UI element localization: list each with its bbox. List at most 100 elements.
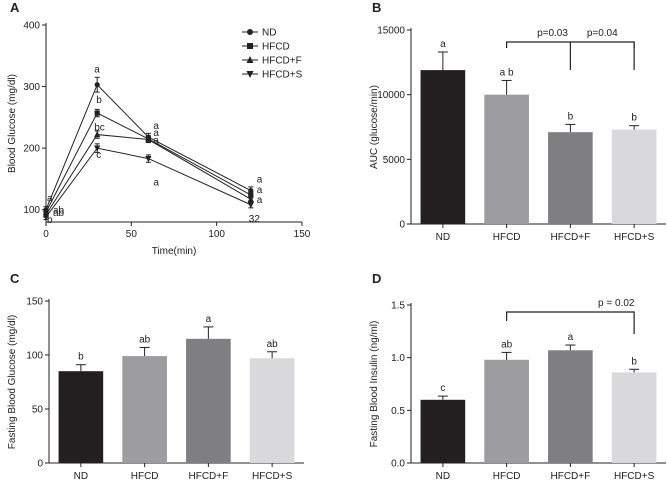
y-tick-label: 150: [26, 297, 43, 308]
y-tick-label: 400: [23, 21, 40, 32]
significance-letter: 32: [249, 214, 261, 225]
x-tick-label: HFCD: [131, 471, 159, 482]
legend-label: ND: [262, 28, 276, 39]
x-tick-label: HFCD+F: [189, 471, 229, 482]
y-tick-label: 15000: [377, 26, 405, 37]
x-tick-label: HFCD: [493, 471, 521, 482]
y-tick-label: 5000: [383, 155, 406, 166]
significance-letter: a: [153, 136, 159, 147]
series-line: [45, 147, 252, 218]
series-line: [45, 83, 252, 210]
significance-letter: b: [96, 95, 102, 106]
significance-letter: b: [631, 113, 637, 124]
comparison-p-value: p=0.04: [587, 28, 618, 39]
significance-letter: a: [153, 128, 159, 139]
x-tick-label: ND: [436, 232, 450, 243]
data-point-marker: [42, 214, 50, 221]
panel-letter-c: C: [10, 271, 20, 286]
legend-marker: [246, 71, 254, 78]
significance-letter: ab: [53, 206, 65, 217]
y-axis-label: Blood Glucose (mg/dl): [7, 74, 18, 173]
significance-letter: ab: [501, 339, 513, 350]
x-tick-label: ND: [74, 471, 88, 482]
legend-marker: [247, 43, 253, 49]
significance-letter: b: [568, 111, 574, 122]
y-axis-label: AUC (glucose/min): [369, 85, 380, 169]
comparison-p-value: p = 0.02: [598, 298, 635, 309]
bar-nd: [420, 70, 466, 225]
significance-letter: a: [206, 314, 212, 325]
data-point-marker: [247, 195, 254, 202]
x-tick-label: HFCD+S: [252, 471, 293, 482]
y-tick-label: 200: [23, 144, 40, 155]
bar-nd: [58, 371, 104, 463]
y-tick-label: 50: [32, 405, 44, 416]
significance-letter: b: [78, 352, 84, 363]
x-tick-label: 150: [294, 229, 311, 240]
series-line: [45, 112, 252, 213]
legend-label: HFCD+F: [262, 56, 302, 67]
comparison-p-value: p=0.03: [537, 28, 568, 39]
bar-hfcd: [122, 356, 167, 463]
y-tick-label: 100: [23, 205, 40, 216]
significance-letter: a: [257, 175, 263, 186]
panel-a-line-chart: A 100 200 300 400 Blood Glucose (mg/dl) 0 50 100…: [7, 0, 311, 257]
bar-hfcd-plus-s: [249, 358, 295, 463]
significance-letter: a: [568, 332, 574, 343]
panel-b-bar-chart: B 0 5000 10000 15000 AUC (glucose/min) ND a HFCD…: [369, 0, 666, 243]
significance-letter: a: [47, 194, 53, 205]
bar-hfcd-plus-f: [548, 132, 593, 224]
significance-letter: ab: [53, 208, 65, 219]
bar-hfcd: [484, 359, 529, 463]
data-point-marker: [145, 155, 152, 163]
significance-letter: ab: [267, 339, 279, 350]
significance-letter: a: [153, 121, 159, 132]
panel-letter-d: D: [372, 271, 381, 286]
y-tick-label: 100: [26, 351, 43, 362]
legend: ND HFCD HFCD+F HFCD+S: [242, 28, 303, 81]
legend-marker: [246, 56, 254, 63]
y-tick-label: 0.5: [391, 406, 405, 417]
y-tick-label: 300: [23, 82, 40, 93]
data-point-marker: [94, 82, 100, 88]
y-axis-label: Fasting Blood Glucose (mg/dl): [7, 315, 18, 450]
y-tick-label: 0.0: [391, 459, 405, 470]
x-axis-label: Time(min): [152, 246, 197, 257]
legend-label: HFCD: [262, 42, 290, 53]
panel-letter-a: A: [10, 0, 20, 15]
significance-letter: a: [94, 65, 100, 76]
legend-label: HFCD+S: [262, 70, 303, 81]
data-point-marker: [247, 202, 254, 209]
x-tick-label: ND: [436, 471, 450, 482]
y-axis-label: Fasting Blood Insulin (ng/ml): [369, 321, 380, 448]
bar-hfcd-plus-s: [611, 129, 657, 224]
y-tick-label: 10000: [377, 90, 405, 101]
series-line: [45, 134, 252, 215]
comparison-bracket: [506, 311, 635, 334]
data-point-marker: [248, 192, 254, 198]
bar-nd: [420, 399, 466, 463]
significance-letter: a b: [500, 67, 514, 78]
data-point-marker: [145, 135, 152, 143]
significance-letter: ab: [139, 334, 151, 345]
panel-c-bar-chart: C 0 50 100 150 Fasting Blood Glucose (mg/dl) N…: [7, 271, 304, 482]
significance-letter: bc: [94, 123, 105, 134]
bar-hfcd-plus-s: [611, 372, 657, 463]
significance-letter: a: [153, 178, 159, 189]
legend-marker: [247, 29, 253, 35]
significance-letter: a: [257, 185, 263, 196]
x-tick-label: 100: [208, 229, 225, 240]
panel-letter-b: B: [372, 0, 381, 15]
x-tick-label: HFCD+S: [614, 471, 655, 482]
significance-letter: a: [257, 195, 263, 206]
y-tick-label: 0: [399, 220, 405, 231]
significance-letter: a: [440, 39, 446, 50]
data-point-marker: [94, 145, 101, 152]
panel-d-bar-chart: D 0.0 0.5 1.0 1.5 Fasting Blood Insulin (ng/m…: [369, 271, 666, 482]
x-tick-label: 0: [43, 229, 49, 240]
significance-letter: b: [47, 215, 53, 226]
x-tick-label: HFCD+F: [551, 232, 591, 243]
y-tick-label: 1.0: [391, 353, 405, 364]
series-hfcd-plus-f: [42, 130, 254, 218]
